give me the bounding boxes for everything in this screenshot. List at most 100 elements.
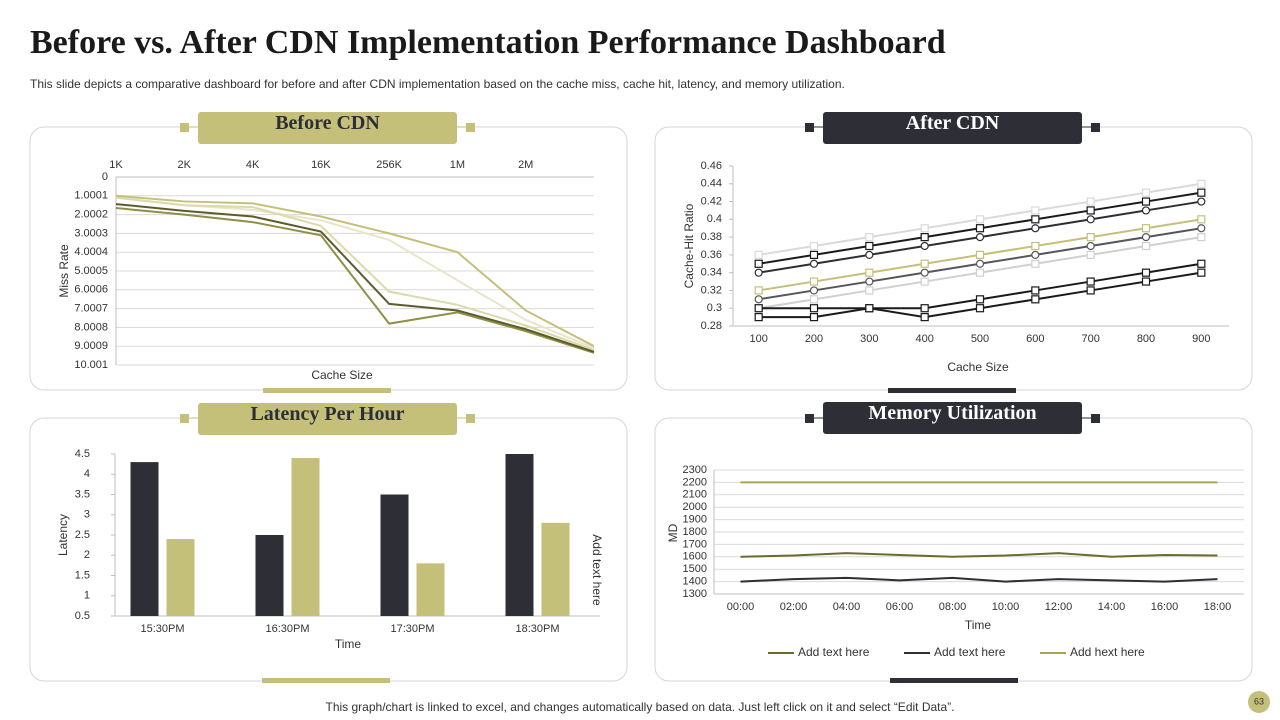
y-tick-label: 1900 [683,514,707,526]
x-tick-label: 300 [860,333,878,345]
point-marker [1141,206,1151,215]
x-tick-label: 500 [971,333,989,345]
y-tick-label: 4 [84,468,90,480]
point-marker [920,233,929,242]
point-marker [975,304,985,313]
x-tick-label: 800 [1137,333,1155,345]
point-marker [920,268,929,277]
point-marker [1141,241,1151,251]
x-tick-label: 600 [1026,333,1044,345]
bar [130,462,159,616]
point-marker [754,259,763,268]
x-tick-label: 10:00 [992,601,1020,613]
page-title: Before vs. After CDN Implementation Perf… [30,24,946,61]
point-marker [1086,241,1095,251]
x-tick-label: 700 [1081,333,1099,345]
x-tick-label: 15:30PM [140,623,184,635]
point-marker [865,268,874,277]
point-marker [1031,224,1040,233]
x-tick-label: 18:00 [1204,601,1232,613]
point-marker [1086,197,1095,206]
y-tick-label: 0.32 [701,284,722,296]
x-tick-label: 1M [450,159,465,171]
x-tick-label: 200 [805,333,823,345]
point-marker [1141,233,1151,242]
point-marker [1031,259,1040,268]
bar [416,563,445,616]
y-tick-label: 1 [84,590,90,602]
y-tick-label: 1500 [683,563,707,575]
bar [505,454,534,616]
point-marker [1031,215,1040,224]
point-marker [754,295,763,304]
point-marker [920,277,929,286]
y-tick-label: 4.0004 [74,246,108,258]
y-axis-label: Miss Rate [57,244,71,298]
y-tick-label: 1300 [683,588,707,600]
point-marker [865,277,874,286]
point-marker [920,313,929,322]
y-tick-label: 0.5 [75,610,90,622]
point-marker [975,215,985,224]
line-series [740,552,1218,558]
y-tick-label: 2300 [683,464,707,476]
point-marker [975,224,985,233]
x-tick-label: 00:00 [727,601,755,613]
y-axis-label: Latency [56,514,70,556]
point-marker [1197,215,1206,224]
y-tick-label: 8.0008 [74,321,108,333]
x-axis-label: Cache Size [947,360,1009,374]
point-marker [809,259,819,268]
y-axis-label: Cache-Hit Ratio [682,203,696,288]
point-marker [865,286,874,295]
y-tick-label: 2.5 [75,529,90,541]
x-tick-label: 900 [1192,333,1210,345]
y-tick-label: 0 [102,171,108,183]
point-marker [865,241,874,251]
point-marker [865,250,874,259]
y-tick-label: 2 [84,549,90,561]
y-tick-label: 0.3 [707,302,722,314]
x-tick-label: 14:00 [1098,601,1126,613]
x-tick-label: 04:00 [833,601,861,613]
y-tick-label: 0.34 [701,267,722,279]
line-series [115,203,595,353]
y-tick-label: 2100 [683,489,707,501]
x-tick-label: 06:00 [886,601,914,613]
point-marker [920,224,929,233]
annotation: Add text here [590,534,604,606]
y-tick-label: 1.0001 [74,190,108,202]
y-tick-label: 3.0003 [74,227,108,239]
y-tick-label: 0.4 [707,213,722,225]
y-tick-label: 4.5 [75,448,90,460]
point-marker [1141,268,1151,277]
point-marker [809,277,819,286]
y-tick-label: 1800 [683,526,707,538]
y-tick-label: 7.0007 [74,303,108,315]
bar [380,494,409,616]
point-marker [865,233,874,242]
point-marker [809,295,819,304]
point-marker [920,241,929,251]
y-tick-label: 3 [84,509,90,521]
x-tick-label: 12:00 [1045,601,1073,613]
y-tick-label: 0.46 [701,160,722,172]
x-tick-label: 02:00 [780,601,808,613]
point-marker [809,286,819,295]
point-marker [1197,233,1206,242]
x-tick-label: 2K [178,159,192,171]
x-tick-label: 16:00 [1151,601,1179,613]
point-marker [1086,250,1095,259]
y-tick-label: 1400 [683,576,707,588]
x-tick-label: 16K [311,159,331,171]
y-tick-label: 2000 [683,501,707,513]
point-marker [920,259,929,268]
bar [291,458,320,616]
panel-header: Before CDN [198,112,457,144]
x-tick-label: 1K [109,159,123,171]
point-marker [1197,179,1206,188]
x-axis-label: Cache Size [311,368,373,382]
point-marker [1086,215,1095,224]
